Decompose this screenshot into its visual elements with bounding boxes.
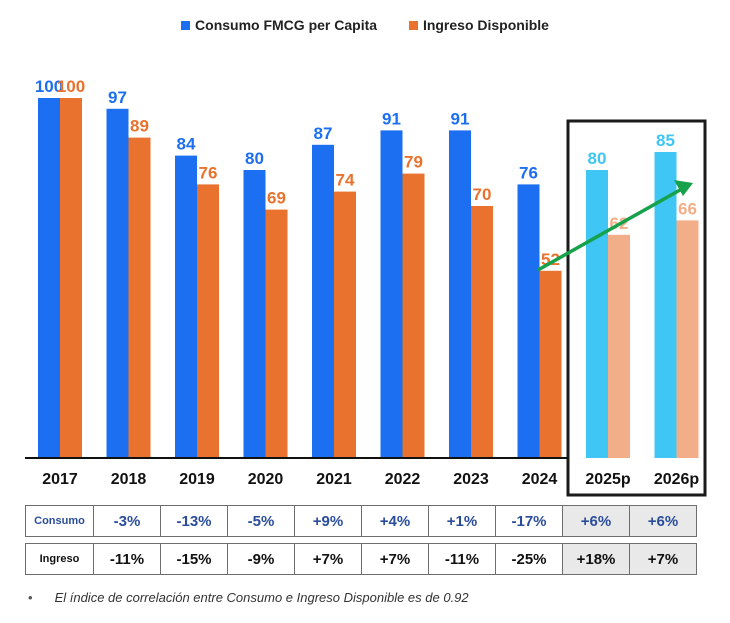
ingreso-bar-2019 (197, 184, 219, 458)
ingreso-growth-cell: -11% (428, 543, 496, 575)
ingreso-growth-table: Ingreso -11% -15% -9% +7% +7% -11% -25% +18% +7% (25, 543, 697, 575)
consumo-bar-2019 (175, 155, 197, 458)
x-tick-labels: 2017 2018 2019 2020 2021 2022 2023 2024 2025p 202… (42, 471, 699, 488)
consumo-growth-table: Consumo -3% -13% -5% +9% +4% +1% -17% +6% +6% (25, 505, 697, 537)
ingreso-bar-2021 (334, 191, 356, 458)
x-tick-label-2026p: 2026p (654, 471, 700, 488)
consumo-bar-2017 (38, 98, 60, 458)
ingreso-data-label-2017: 100 (57, 77, 85, 96)
consumo-growth-cell: +6% (562, 505, 630, 537)
consumo-growth-cell: -17% (495, 505, 563, 537)
consumo-bar-2020 (243, 170, 266, 458)
ingreso-bar-2024 (539, 270, 562, 458)
consumo-bar-2022 (380, 130, 403, 458)
x-tick-label-2017: 2017 (42, 471, 78, 488)
ingreso-growth-cell: -15% (160, 543, 228, 575)
consumo-row-label: Consumo (25, 505, 94, 537)
consumo-bar-2023 (449, 130, 471, 458)
legend-label-ingreso: Ingreso Disponible (422, 17, 549, 33)
x-tick-label-2018: 2018 (111, 471, 147, 488)
consumo-bar-2018 (106, 108, 129, 459)
consumo-data-label-2024: 76 (519, 163, 538, 182)
consumo-growth-cell: -3% (93, 505, 161, 537)
ingreso-growth-cell: -9% (227, 543, 295, 575)
ingreso-growth-cell: +7% (361, 543, 429, 575)
legend-label-consumo: Consumo FMCG per Capita (195, 17, 378, 33)
ingreso-growth-cell: -11% (93, 543, 161, 575)
footnote-text: El índice de correlación entre Consumo e… (54, 590, 469, 605)
legend-swatch-consumo (181, 21, 191, 30)
bars-group: 1001009789847680698774917991707652806285… (35, 77, 699, 459)
consumo-growth-cell: +1% (428, 505, 496, 537)
consumo-data-label-2020: 80 (245, 149, 264, 168)
ingreso-data-label-2021: 74 (336, 171, 355, 190)
consumo-data-label-2018: 97 (108, 88, 127, 107)
ingreso-bar-2022 (402, 173, 425, 458)
ingreso-bar-2023 (471, 206, 493, 458)
consumo-bar-2026p (654, 152, 677, 458)
ingreso-growth-cell: +7% (294, 543, 362, 575)
ingreso-bar-2020 (265, 209, 288, 458)
legend-item-ingreso: Ingreso Disponible (408, 17, 549, 33)
chart-legend: Consumo FMCG per Capita Ingreso Disponib… (0, 17, 730, 33)
consumo-bar-2025p (586, 170, 608, 458)
ingreso-growth-cell: -25% (495, 543, 563, 575)
consumo-data-label-2022: 91 (382, 109, 401, 128)
legend-item-consumo: Consumo FMCG per Capita (181, 17, 377, 33)
ingreso-bar-2025p (608, 234, 630, 458)
footnote: • El índice de correlación entre Consumo … (28, 590, 469, 605)
ingreso-data-label-2022: 79 (404, 153, 423, 172)
ingreso-growth-row: Ingreso -11% -15% -9% +7% +7% -11% -25% +18% +7% (25, 543, 697, 575)
consumo-bar-2021 (312, 144, 334, 459)
ingreso-growth-cell: +18% (562, 543, 630, 575)
x-tick-label-2019: 2019 (179, 471, 215, 488)
consumo-growth-cell: -5% (227, 505, 295, 537)
consumo-data-label-2019: 84 (177, 135, 196, 154)
consumo-growth-cell: -13% (160, 505, 228, 537)
x-tick-label-2024: 2024 (522, 471, 558, 488)
consumo-growth-cell: +6% (629, 505, 697, 537)
consumo-growth-cell: +9% (294, 505, 362, 537)
trend-arrow-head (674, 180, 693, 196)
consumo-growth-row: Consumo -3% -13% -5% +9% +4% +1% -17% +6% +6% (25, 505, 697, 537)
x-tick-label-2021: 2021 (316, 471, 352, 488)
x-tick-label-2025p: 2025p (585, 471, 631, 488)
footnote-bullet: • (28, 590, 33, 605)
ingreso-bar-2018 (128, 137, 151, 458)
x-tick-label-2020: 2020 (248, 471, 284, 488)
ingreso-data-label-2023: 70 (473, 185, 492, 204)
ingreso-bar-2026p (676, 220, 699, 458)
trend-arrow (537, 180, 693, 272)
consumo-bar-2024 (517, 184, 540, 458)
ingreso-growth-cell: +7% (629, 543, 697, 575)
x-tick-label-2023: 2023 (453, 471, 489, 488)
ingreso-row-label: Ingreso (25, 543, 94, 575)
projection-box (566, 119, 707, 497)
consumo-growth-cell: +4% (361, 505, 429, 537)
ingreso-data-label-2018: 89 (130, 117, 149, 136)
ingreso-data-label-2020: 69 (267, 189, 286, 208)
consumo-data-label-2026p: 85 (656, 131, 675, 150)
consumo-data-label-2017: 100 (35, 77, 63, 96)
consumo-data-label-2023: 91 (451, 109, 470, 128)
consumo-data-label-2021: 87 (314, 124, 333, 143)
legend-swatch-ingreso (408, 21, 418, 30)
ingreso-bar-2017 (60, 98, 82, 458)
x-tick-label-2022: 2022 (385, 471, 421, 488)
consumo-data-label-2025p: 80 (588, 149, 607, 168)
trend-arrow-line (537, 188, 681, 272)
ingreso-data-label-2026p: 66 (678, 199, 697, 218)
ingreso-data-label-2019: 76 (199, 163, 218, 182)
bar-chart: 1001009789847680698774917991707652806285… (25, 77, 707, 497)
